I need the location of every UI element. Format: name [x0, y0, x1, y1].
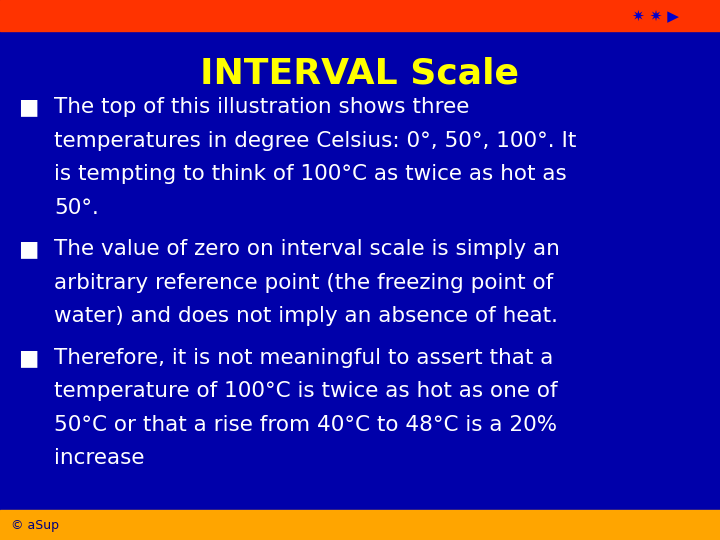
Text: The top of this illustration shows three: The top of this illustration shows three	[54, 97, 469, 117]
Text: ■: ■	[18, 97, 38, 117]
Text: ✷ ✷ ▶: ✷ ✷ ▶	[631, 8, 679, 23]
Bar	[0, 0, 720, 31]
Text: water) and does not imply an absence of heat.: water) and does not imply an absence of …	[54, 306, 558, 326]
Text: The value of zero on interval scale is simply an: The value of zero on interval scale is s…	[54, 239, 560, 259]
Text: arbitrary reference point (the freezing point of: arbitrary reference point (the freezing …	[54, 273, 553, 293]
Text: increase: increase	[54, 448, 145, 468]
Text: Therefore, it is not meaningful to assert that a: Therefore, it is not meaningful to asser…	[54, 348, 554, 368]
Text: 50°.: 50°.	[54, 198, 99, 218]
Bar	[0, 510, 720, 540]
Text: ■: ■	[18, 348, 38, 368]
Text: temperature of 100°C is twice as hot as one of: temperature of 100°C is twice as hot as …	[54, 381, 557, 401]
Text: © aSup: © aSup	[11, 518, 59, 532]
Text: temperatures in degree Celsius: 0°, 50°, 100°. It: temperatures in degree Celsius: 0°, 50°,…	[54, 131, 577, 151]
Text: 50°C or that a rise from 40°C to 48°C is a 20%: 50°C or that a rise from 40°C to 48°C is…	[54, 415, 557, 435]
Text: ■: ■	[18, 239, 38, 259]
Text: INTERVAL Scale: INTERVAL Scale	[200, 57, 520, 91]
Text: is tempting to think of 100°C as twice as hot as: is tempting to think of 100°C as twice a…	[54, 164, 567, 184]
